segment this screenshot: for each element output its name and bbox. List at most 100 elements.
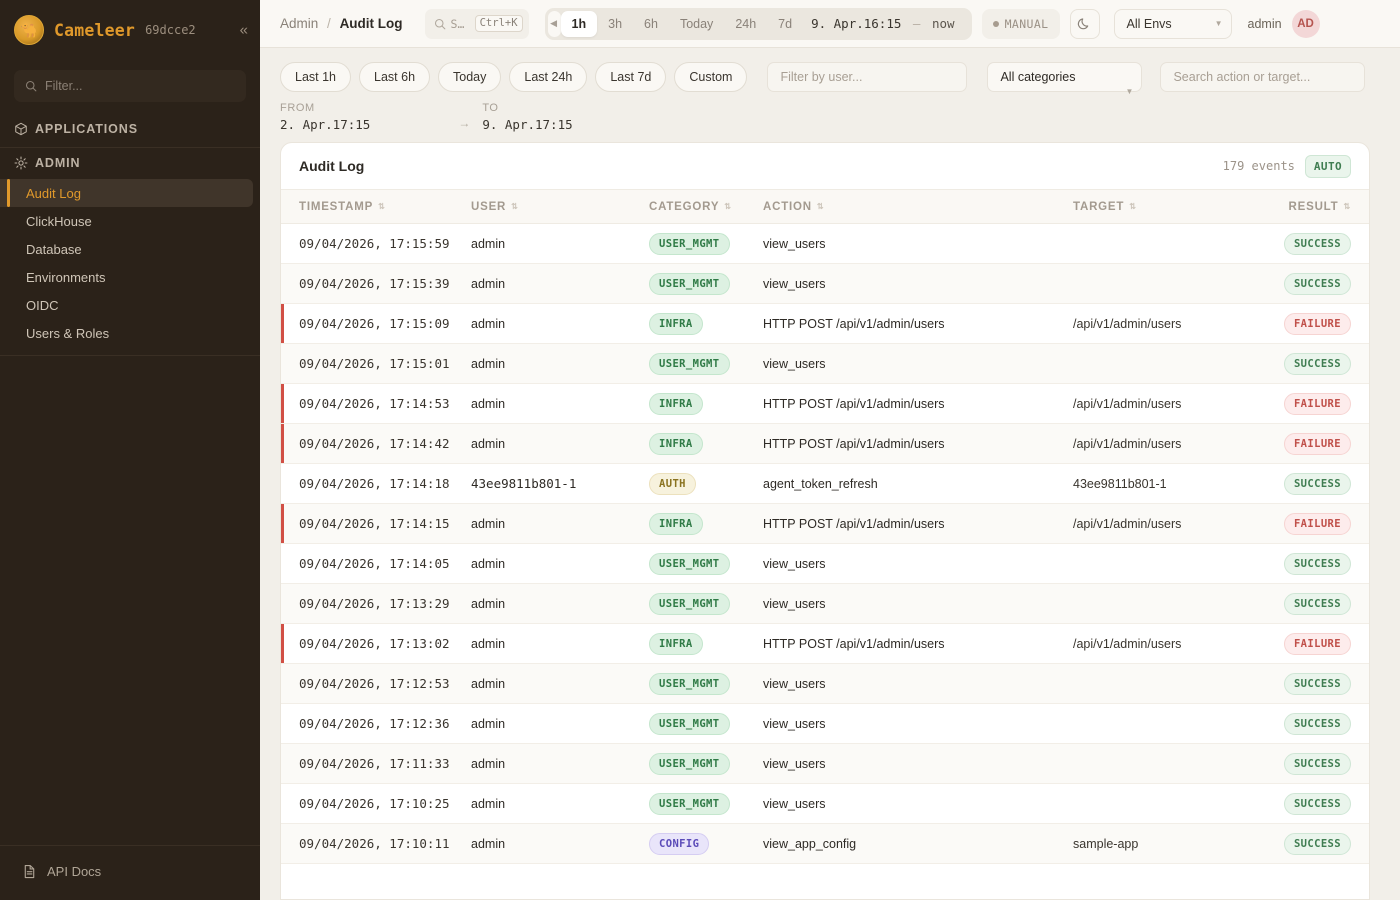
audit-log-card: Audit Log 179 events AUTO TIMESTAMP ⇅ US… <box>280 142 1370 900</box>
chevron-left-icon[interactable]: ◀ <box>547 10 561 37</box>
category-select[interactable]: All categories ▼ <box>987 62 1143 96</box>
cell-timestamp: 09/04/2026, 17:15:09 <box>299 316 450 331</box>
sidebar-item-users-roles[interactable]: Users & Roles <box>0 319 260 347</box>
sidebar-item-label: ClickHouse <box>26 213 92 229</box>
sidebar-item-audit-log[interactable]: Audit Log <box>0 179 253 207</box>
table-row[interactable]: 09/04/2026, 17:10:25 admin USER_MGMT view_u… <box>281 784 1369 824</box>
quick-range-custom[interactable]: Custom <box>674 62 748 92</box>
table-row[interactable]: 09/04/2026, 17:14:18 43ee9811b801-1 AUTH ag… <box>281 464 1369 504</box>
quick-range-last-7d[interactable]: Last 7d <box>595 62 667 92</box>
refresh-mode-chip[interactable]: MANUAL <box>981 8 1060 39</box>
table-row[interactable]: 09/04/2026, 17:12:36 admin USER_MGMT view_u… <box>281 704 1369 744</box>
cell-result: FAILURE <box>1265 512 1351 535</box>
cell-result: SUCCESS <box>1265 832 1351 855</box>
range-pill-6h[interactable]: 6h <box>644 16 658 31</box>
action-target-search-input[interactable]: Search action or target... <box>1160 62 1366 92</box>
sidebar-item-oidc[interactable]: OIDC <box>0 291 260 319</box>
global-search-input[interactable]: S… Ctrl+K <box>424 8 529 39</box>
category-badge: CONFIG <box>649 832 710 855</box>
sidebar-item-label: API Docs <box>47 863 102 879</box>
cell-result: SUCCESS <box>1265 712 1351 735</box>
time-range-readout[interactable]: 9. Apr.16:15 – now <box>803 16 968 31</box>
sidebar-item-database[interactable]: Database <box>0 235 260 263</box>
table-row[interactable]: 09/04/2026, 17:13:29 admin USER_MGMT view_u… <box>281 584 1369 624</box>
status-badge: SUCCESS <box>1283 672 1351 695</box>
range-pill-1h[interactable]: 1h <box>560 10 598 37</box>
column-header-action[interactable]: ACTION ⇅ <box>763 201 1073 213</box>
range-pill-3h[interactable]: 3h <box>608 16 623 31</box>
sort-icon: ⇅ <box>1343 201 1351 211</box>
column-header-category[interactable]: CATEGORY ⇅ <box>649 201 763 213</box>
table-row[interactable]: 09/04/2026, 17:14:15 admin INFRA HTTP POST … <box>281 504 1369 544</box>
column-header-user[interactable]: USER ⇅ <box>471 201 649 213</box>
user-filter-input[interactable]: Filter by user... <box>767 62 968 92</box>
refresh-mode-label: MANUAL <box>1004 16 1049 31</box>
range-pill-today[interactable]: Today <box>679 16 714 31</box>
cell-user: admin <box>471 796 506 811</box>
sidebar-divider <box>0 147 260 148</box>
range-dash: – <box>912 16 921 31</box>
quick-range-today[interactable]: Today <box>438 62 502 92</box>
table-row[interactable]: 09/04/2026, 17:12:53 admin USER_MGMT view_u… <box>281 664 1369 704</box>
range-pill-24h[interactable]: 24h <box>735 16 757 31</box>
card-header: Audit Log 179 events AUTO <box>281 143 1369 190</box>
cell-result: FAILURE <box>1265 432 1351 455</box>
sidebar-item-environments[interactable]: Environments <box>0 263 260 291</box>
table-row[interactable]: 09/04/2026, 17:14:05 admin USER_MGMT view_u… <box>281 544 1369 584</box>
cell-category: INFRA <box>649 432 763 455</box>
table-row[interactable]: 09/04/2026, 17:10:11 admin CONFIG view_app_… <box>281 824 1369 864</box>
column-header-result[interactable]: RESULT ⇅ <box>1265 201 1351 213</box>
sidebar: 🐪 Cameleer 69dcce2 « Filter... APPLICATI… <box>0 0 260 900</box>
column-label: CATEGORY <box>649 200 720 213</box>
cell-category: USER_MGMT <box>649 712 763 735</box>
table-row[interactable]: 09/04/2026, 17:14:53 admin INFRA HTTP POST … <box>281 384 1369 424</box>
cell-result: SUCCESS <box>1265 352 1351 375</box>
sidebar-section-applications[interactable]: APPLICATIONS <box>0 114 260 145</box>
cell-timestamp: 09/04/2026, 17:14:53 <box>299 396 450 411</box>
sidebar-item-api-docs[interactable]: API Docs <box>0 856 260 886</box>
quick-range-last-6h[interactable]: Last 6h <box>359 62 431 92</box>
theme-toggle-button[interactable] <box>1069 8 1100 39</box>
date-from-field[interactable]: FROM 2. Apr.17:15 <box>280 102 370 132</box>
table-row[interactable]: 09/04/2026, 17:15:01 admin USER_MGMT view_u… <box>281 344 1369 384</box>
arrow-right-icon: → <box>458 116 471 130</box>
cell-user: admin <box>471 676 506 691</box>
range-from-value: 9. Apr.16:15 <box>811 16 902 31</box>
cell-action: view_users <box>763 596 826 611</box>
category-badge: USER_MGMT <box>649 352 730 375</box>
quick-range-last-1h[interactable]: Last 1h <box>280 62 352 92</box>
avatar[interactable]: AD <box>1291 9 1320 38</box>
column-header-target[interactable]: TARGET ⇅ <box>1073 201 1265 213</box>
date-to-field[interactable]: TO 9. Apr.17:15 <box>482 102 572 132</box>
table-row[interactable]: 09/04/2026, 17:13:02 admin INFRA HTTP POST … <box>281 624 1369 664</box>
cell-action: view_users <box>763 796 826 811</box>
breadcrumb-parent[interactable]: Admin <box>280 16 319 31</box>
table-row[interactable]: 09/04/2026, 17:15:09 admin INFRA HTTP POST … <box>281 304 1369 344</box>
table-row[interactable]: 09/04/2026, 17:15:59 admin USER_MGMT view_u… <box>281 224 1369 264</box>
cell-category: USER_MGMT <box>649 752 763 775</box>
column-header-timestamp[interactable]: TIMESTAMP ⇅ <box>299 201 471 213</box>
date-from-label: FROM <box>280 102 315 114</box>
range-pill-7d[interactable]: 7d <box>778 16 793 31</box>
sidebar-filter-input[interactable]: Filter... <box>14 70 246 102</box>
sidebar-item-clickhouse[interactable]: ClickHouse <box>0 207 260 235</box>
env-select[interactable]: All Envs ▼ <box>1113 8 1232 39</box>
quick-range-last-24h[interactable]: Last 24h <box>509 62 588 92</box>
cell-user: admin <box>471 356 506 371</box>
cell-user: admin <box>471 396 506 411</box>
moon-icon <box>1077 18 1089 30</box>
cell-action: view_users <box>763 756 826 771</box>
collapse-left-icon[interactable]: « <box>239 21 248 39</box>
table-row[interactable]: 09/04/2026, 17:11:33 admin USER_MGMT view_u… <box>281 744 1369 784</box>
cell-target: /api/v1/admin/users <box>1073 316 1182 331</box>
auto-refresh-badge[interactable]: AUTO <box>1304 154 1351 178</box>
cell-category: CONFIG <box>649 832 763 855</box>
date-to-value: 9. Apr.17:15 <box>482 117 573 132</box>
date-to-label: TO <box>482 102 499 114</box>
table-row[interactable]: 09/04/2026, 17:14:42 admin INFRA HTTP POST … <box>281 424 1369 464</box>
filter-row-dates: FROM 2. Apr.17:15 → TO 9. Apr.17:15 <box>280 102 1370 132</box>
sidebar-section-admin[interactable]: ADMIN <box>0 148 260 179</box>
column-label: USER <box>471 200 507 213</box>
table-row[interactable]: 09/04/2026, 17:15:39 admin USER_MGMT view_u… <box>281 264 1369 304</box>
sidebar-item-label: OIDC <box>26 297 59 313</box>
